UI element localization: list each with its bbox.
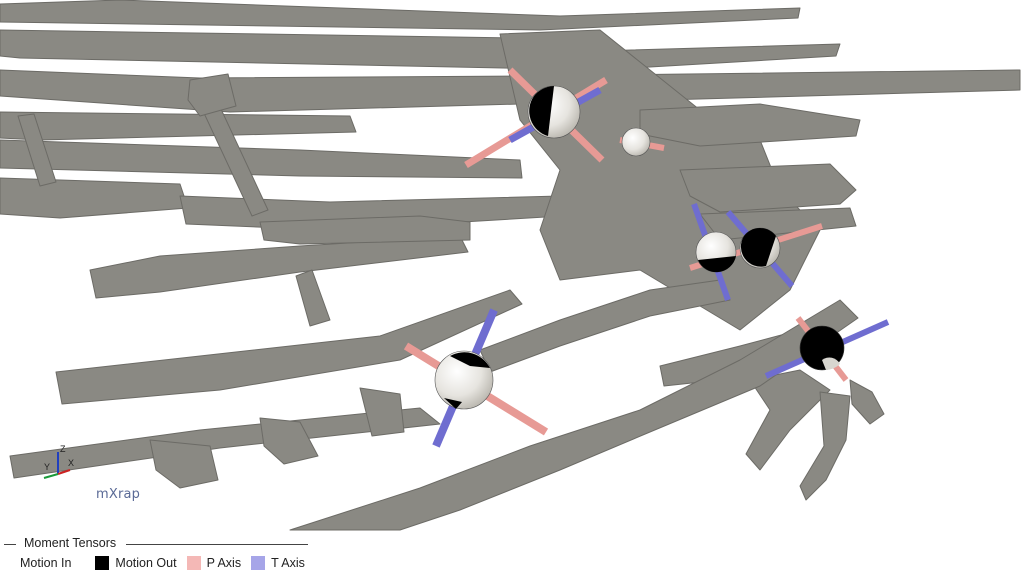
motion-in-swatch <box>75 556 90 570</box>
tunnel-mid-left <box>55 289 523 405</box>
legend-item-motion-in: Motion In <box>20 556 95 570</box>
legend-item-t-axis: T Axis <box>247 556 305 570</box>
mxrap-watermark: mXrap <box>96 487 141 502</box>
tunnel-main-horizontal <box>0 69 1021 113</box>
t-axis-swatch <box>251 556 266 570</box>
axis-x-label: X <box>68 458 74 468</box>
mine-tunnels <box>0 0 1021 531</box>
p-axis-swatch <box>186 556 201 570</box>
legend-divider <box>126 544 308 545</box>
beachball-event-3[interactable] <box>689 202 823 302</box>
beachball-sphere <box>621 127 651 157</box>
pillar-box <box>187 73 237 117</box>
tunnel-right-branch-2 <box>799 391 851 501</box>
moment-tensors[interactable] <box>403 67 890 448</box>
tunnel-bottom-left <box>9 407 441 479</box>
tunnel-top-2 <box>0 29 841 71</box>
beachball-event-1[interactable] <box>464 67 608 168</box>
tunnel-cross-3 <box>17 113 57 187</box>
tunnel-stub-1 <box>149 439 219 489</box>
tunnel-right-1 <box>639 103 861 147</box>
tunnel-right-branch-1 <box>745 369 831 471</box>
motion-out-region <box>529 86 554 136</box>
tunnel-mid-right <box>479 279 731 373</box>
tunnel-right-2 <box>679 163 857 213</box>
beachball-event-4[interactable] <box>764 316 890 382</box>
tunnel-left-2 <box>0 139 523 179</box>
tunnel-right-3 <box>699 207 857 241</box>
axes-orientation-widget: Z Y X <box>43 444 74 479</box>
tunnel-left-3 <box>0 177 189 219</box>
legend-label: T Axis <box>271 556 305 570</box>
tunnel-left-4 <box>89 235 469 299</box>
legend-label: P Axis <box>206 556 242 570</box>
legend-label: Motion Out <box>115 556 177 570</box>
motion-out-swatch <box>95 556 110 570</box>
tunnel-left-upper <box>0 111 357 141</box>
legend-item-motion-out: Motion Out <box>95 556 177 570</box>
legend-item-p-axis: P Axis <box>183 556 242 570</box>
legend-items: Motion In Motion Out P Axis T Axis <box>20 556 311 570</box>
moment-tensor-legend: Moment Tensors Motion In Motion Out P Ax… <box>0 536 330 576</box>
legend-label: Motion In <box>20 556 72 570</box>
axis-z-label: Z <box>60 444 66 454</box>
tunnel-stub-3 <box>359 387 405 437</box>
beachball-event-2[interactable] <box>619 127 665 157</box>
motion-out-region <box>740 228 776 267</box>
legend-title: Moment Tensors <box>20 536 121 550</box>
beachball-event-5[interactable] <box>403 308 549 448</box>
motion-in-region <box>822 357 840 370</box>
tunnel-stub-2 <box>259 417 319 465</box>
motion-out-region <box>444 398 462 409</box>
axis-y-label: Y <box>44 462 50 472</box>
tunnel-left-6 <box>259 215 471 245</box>
tunnel-top-1 <box>0 0 801 31</box>
3d-viewport[interactable]: Z Y X <box>0 0 1024 536</box>
tunnel-right-branch-3 <box>849 379 885 425</box>
legend-divider <box>4 544 16 545</box>
tunnel-cross-1 <box>295 269 331 327</box>
motion-out-region <box>450 352 490 368</box>
decline-lower <box>289 299 859 531</box>
motion-out-region <box>698 256 736 273</box>
